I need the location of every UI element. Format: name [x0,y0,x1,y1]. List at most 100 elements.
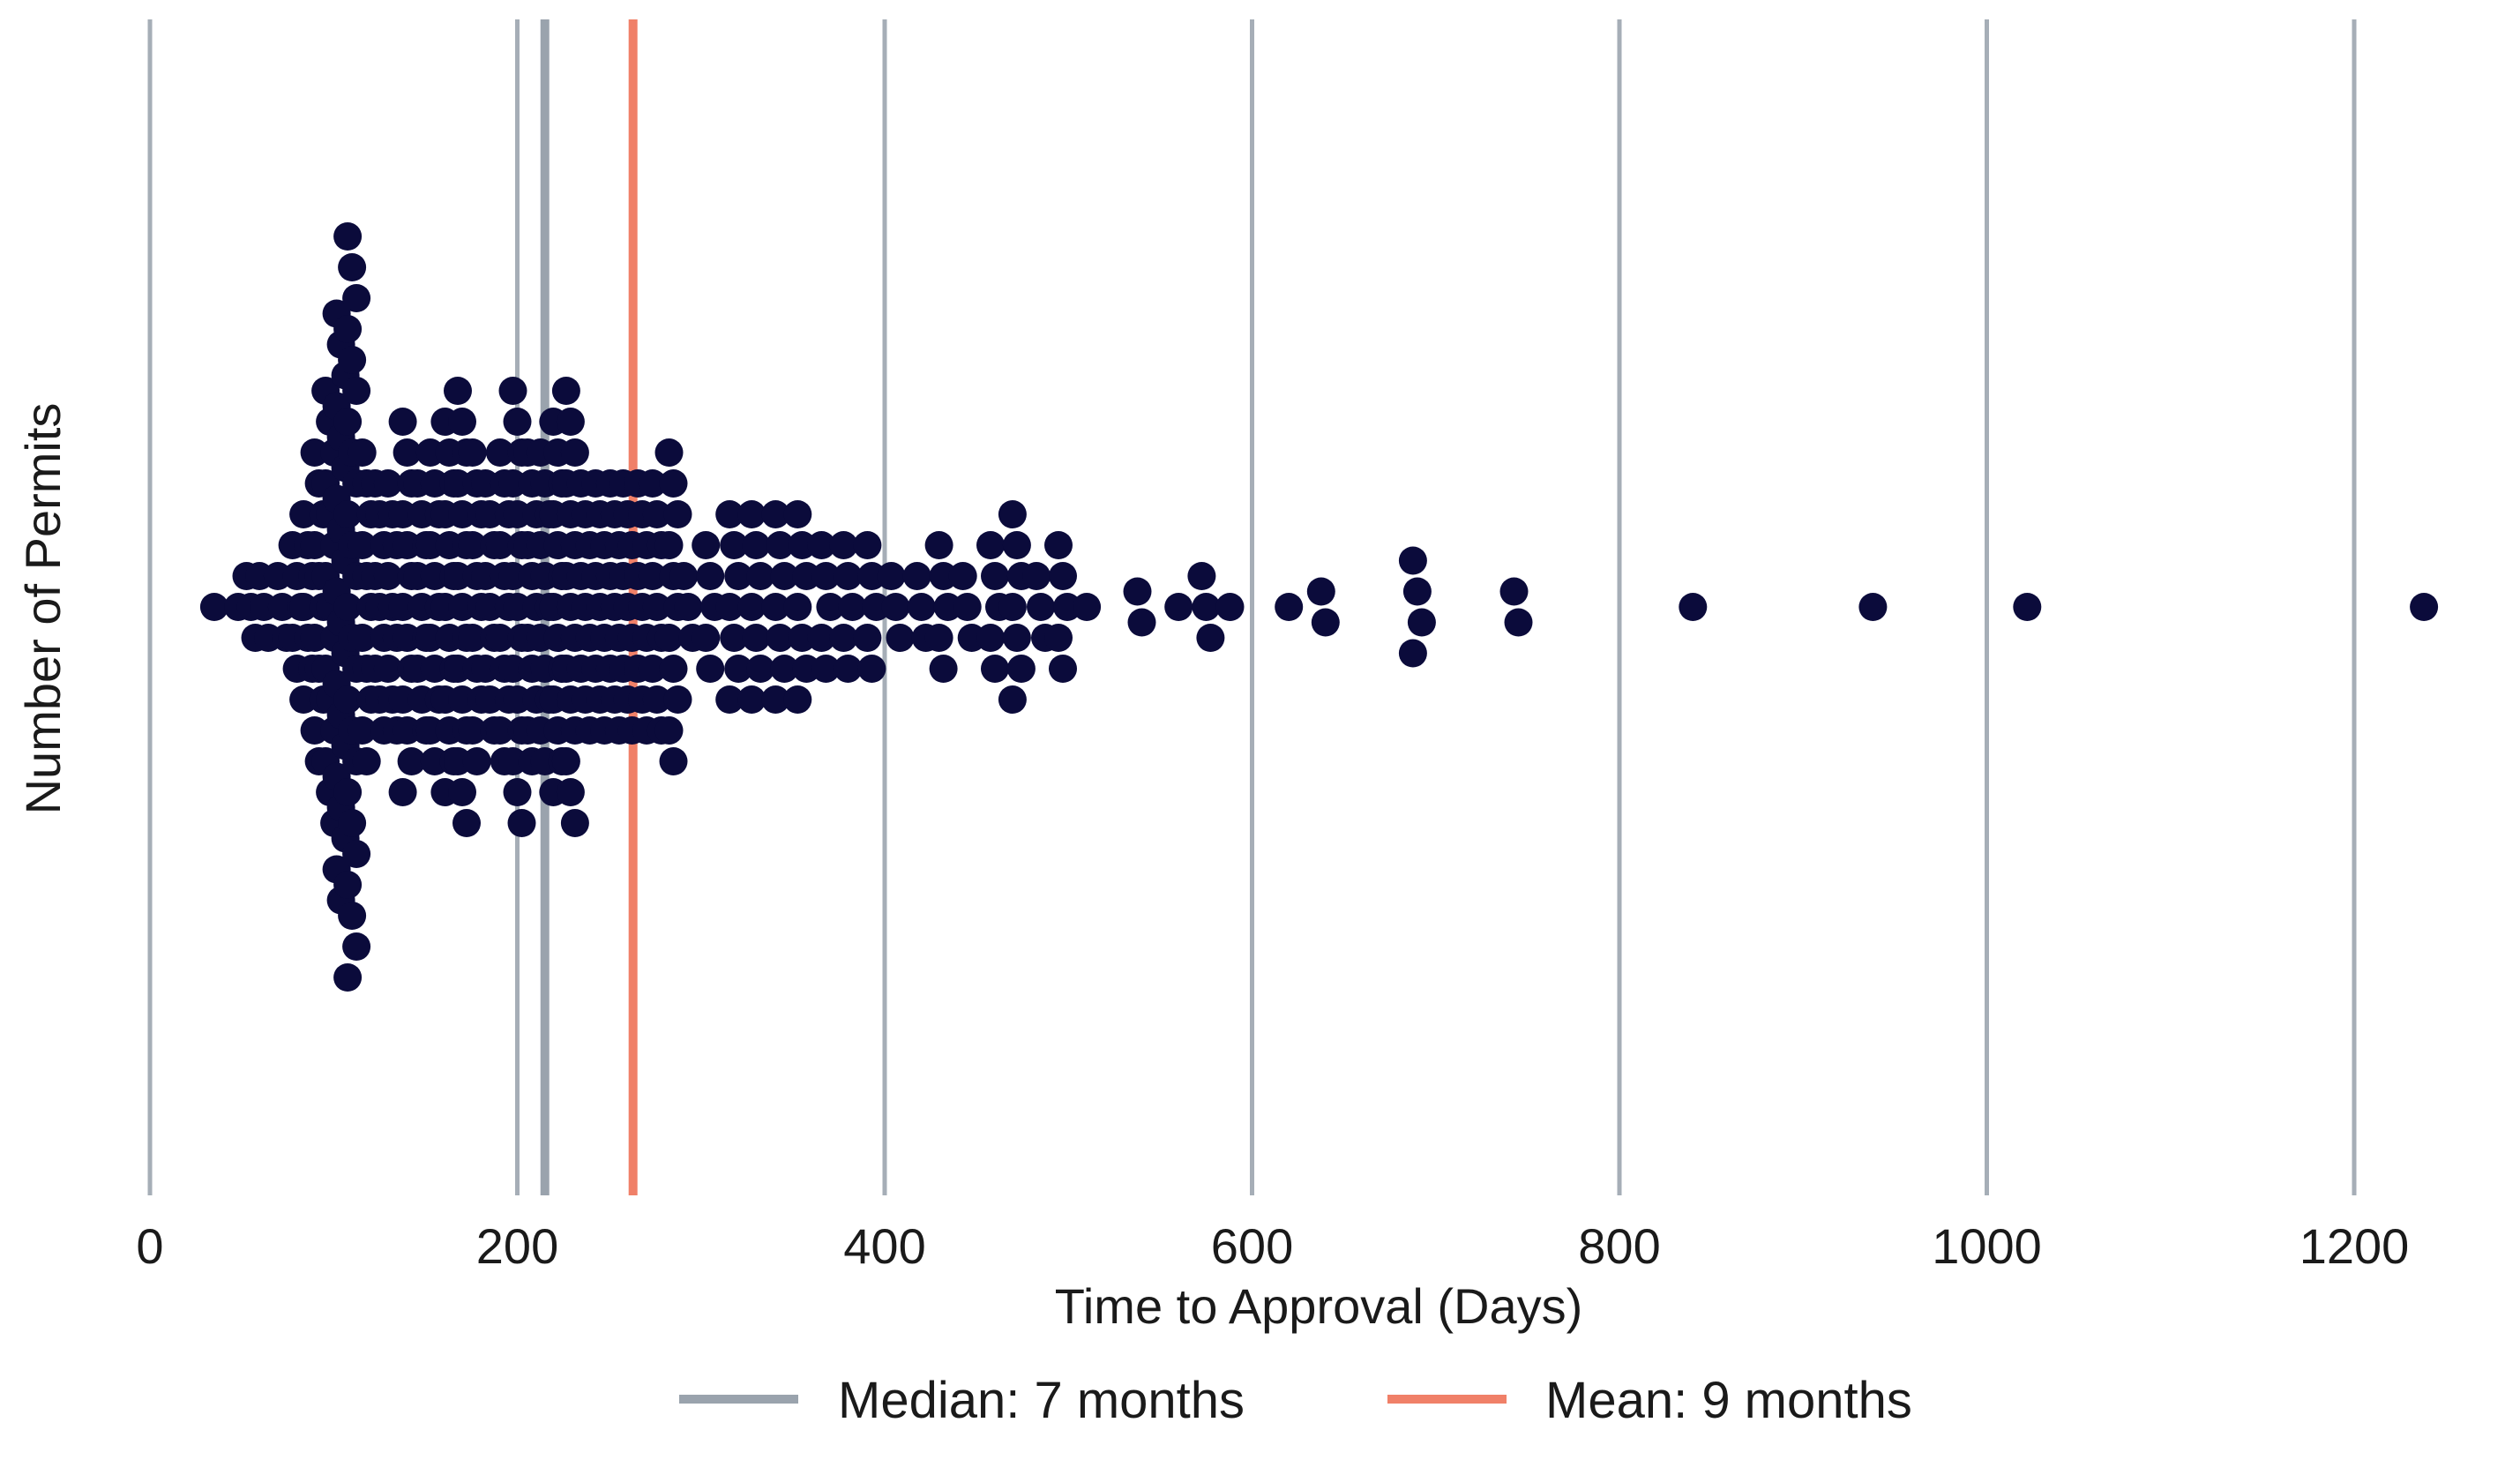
data-point [807,531,836,559]
data-point [338,809,367,837]
data-point [902,562,931,590]
data-point [737,685,766,714]
data-point [788,531,817,559]
data-point [816,593,845,621]
data-point [397,747,426,775]
data-point [1187,562,1216,590]
data-point [1407,608,1436,637]
data-point [663,685,692,714]
data-point [834,655,863,683]
x-tick-label: 1000 [1932,1218,2042,1274]
data-point [388,408,417,436]
data-point [373,655,402,683]
data-point [333,315,363,343]
data-point [348,624,377,652]
data-point [834,562,863,590]
data-point [857,655,886,683]
data-point [770,655,799,683]
data-point [388,778,417,806]
data-point [853,531,882,559]
data-point [929,655,958,683]
data-points [199,222,2439,992]
data-point [2013,593,2042,621]
data-point [333,222,363,251]
data-point [342,840,371,868]
data-point [338,902,367,930]
data-point [654,438,684,467]
data-point [448,408,476,436]
data-point [715,685,744,714]
data-point [783,685,812,714]
data-point [829,531,858,559]
data-point [503,408,532,436]
data-point [792,655,821,683]
data-point [1164,593,1193,621]
data-point [761,685,790,714]
data-point [300,531,329,559]
data-point [659,747,688,775]
data-point [507,809,536,837]
data-point [948,562,977,590]
data-point [761,500,790,528]
data-point [929,562,958,590]
data-point [1402,577,1432,606]
data-point [692,531,721,559]
data-point [393,438,422,467]
data-point [458,438,487,467]
data-point [746,655,775,683]
data-point [638,469,667,498]
data-point [1073,593,1102,621]
data-point [715,500,744,528]
data-point [1275,593,1304,621]
data-point [342,284,371,312]
data-point [715,593,744,621]
data-point [1027,593,1055,621]
data-point [289,593,318,621]
data-point [1679,593,1708,621]
data-point [669,562,699,590]
data-point [783,500,812,528]
legend: Median: 7 months Mean: 9 months [679,1372,1912,1429]
data-point [462,747,491,775]
data-point [1196,624,1225,652]
x-tick-label: 800 [1578,1218,1660,1274]
data-point [2410,593,2439,621]
data-point [638,562,667,590]
data-point [783,593,812,621]
data-point [862,593,891,621]
data-point [976,531,1005,559]
data-point [333,778,363,806]
data-point [289,685,318,714]
data-point [663,500,692,528]
x-tick-label: 400 [843,1218,925,1274]
data-point [933,593,962,621]
data-point [877,562,906,590]
data-point [485,531,514,559]
data-point [654,716,684,745]
data-point [342,377,371,405]
data-point [1504,608,1533,637]
data-point [659,655,688,683]
data-point [746,562,775,590]
data-point [1022,562,1051,590]
data-point [338,253,367,281]
data-point [448,778,476,806]
data-point [1049,655,1077,683]
data-point [444,377,472,405]
data-point [1002,624,1031,652]
data-point [792,562,821,590]
data-point [551,377,580,405]
x-tick-label: 600 [1211,1218,1293,1274]
data-point [458,531,487,559]
data-point [348,716,377,745]
data-point [556,408,585,436]
x-tick-label: 0 [136,1218,163,1274]
data-point [1123,577,1152,606]
data-point [1049,562,1077,590]
data-point [998,593,1027,621]
x-tick-label: 1200 [2299,1218,2410,1274]
data-point [724,562,753,590]
data-point [498,377,527,405]
data-point [300,438,329,467]
